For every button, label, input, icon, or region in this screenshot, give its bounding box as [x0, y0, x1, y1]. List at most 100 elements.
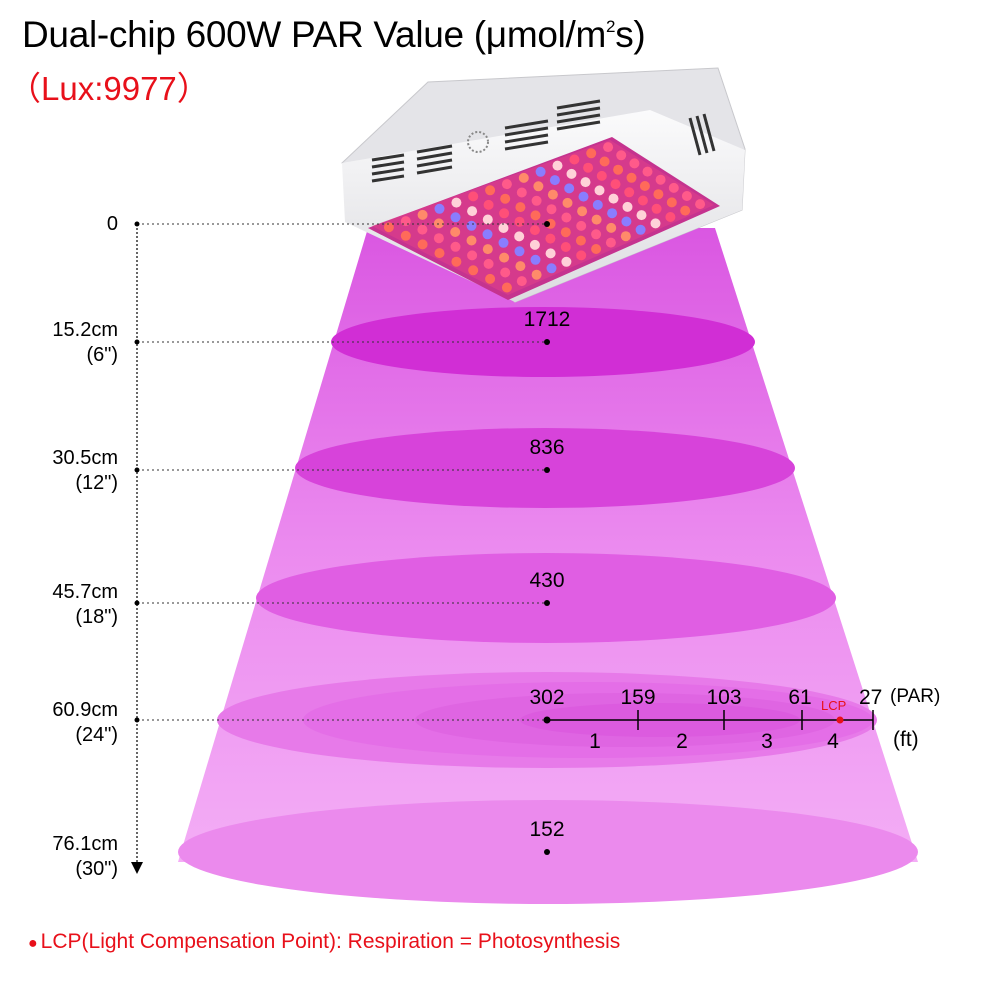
led-dot	[576, 250, 587, 261]
led-dot	[533, 181, 544, 192]
led-dot	[562, 197, 573, 208]
led-dot	[482, 229, 493, 240]
led-dot	[546, 204, 557, 215]
led-dot	[482, 214, 493, 225]
led-dot	[560, 227, 571, 238]
led-dot	[451, 197, 462, 208]
led-dot	[530, 210, 541, 221]
led-dot	[546, 263, 557, 274]
depth-axis-arrow	[131, 862, 143, 874]
par-value-6in: 1712	[523, 308, 571, 331]
led-dot	[485, 185, 496, 196]
page-title: Dual-chip 600W PAR Value (μmol/m2s)	[22, 14, 646, 55]
led-dot	[560, 242, 571, 252]
led-dot	[624, 187, 635, 198]
led-dot	[417, 239, 428, 250]
led-dot	[483, 199, 494, 210]
led-dot	[599, 156, 610, 167]
led-dot	[400, 230, 411, 241]
par-value-4ft: 27	[859, 686, 883, 709]
led-dot	[665, 212, 676, 222]
led-dot	[668, 182, 679, 193]
led-dot	[516, 276, 527, 287]
led-dot	[592, 199, 603, 210]
depth-label-24in: 60.9cm (24")	[52, 699, 118, 746]
led-dot	[547, 189, 558, 200]
legend-bullet: ●	[28, 935, 38, 952]
led-dot	[529, 239, 540, 250]
lcp-marker-dot	[836, 716, 844, 724]
par-value-12in: 836	[529, 436, 565, 459]
led-dot	[468, 191, 479, 202]
led-dot	[594, 185, 605, 196]
led-dot	[583, 162, 594, 173]
led-dot	[530, 254, 541, 265]
led-dot	[651, 203, 662, 214]
led-dot	[383, 222, 394, 233]
depth-label-18in: 45.7cm (18")	[52, 581, 118, 628]
led-dot	[531, 269, 542, 280]
led-dot	[580, 177, 591, 188]
par-value-3ft: 61	[788, 686, 812, 709]
depth-guides	[137, 223, 546, 721]
led-dot	[591, 214, 602, 225]
led-dot	[605, 237, 616, 248]
ft-tick-3: 3	[761, 730, 773, 753]
led-dot	[681, 191, 692, 201]
led-dot	[655, 174, 666, 185]
lcp-label: LCP	[821, 698, 847, 713]
led-dot	[498, 223, 509, 233]
ft-tick-4: 4	[827, 730, 839, 753]
legend-text: LCP(Light Compensation Point): Respirati…	[40, 930, 621, 953]
led-dot	[606, 222, 617, 233]
led-dot	[620, 231, 631, 242]
led-dot	[591, 244, 602, 254]
led-dot	[635, 224, 646, 235]
led-dot	[637, 195, 648, 206]
led-dot	[499, 208, 510, 219]
led-dot	[500, 193, 511, 204]
lcp-legend: ● LCP(Light Compensation Point): Respirat…	[28, 930, 620, 954]
led-dot	[545, 248, 556, 259]
led-dot	[577, 206, 588, 217]
led-dot	[591, 229, 602, 240]
led-dot	[529, 225, 540, 236]
led-dot	[566, 168, 577, 179]
led-dot	[450, 227, 461, 237]
led-dot	[639, 181, 650, 191]
led-dot	[575, 235, 586, 246]
led-dot	[535, 166, 546, 177]
led-dot	[610, 179, 621, 190]
led-dot	[514, 216, 525, 227]
led-dot	[545, 233, 556, 244]
led-dot	[613, 164, 624, 175]
led-dot	[434, 248, 445, 259]
led-dot	[400, 216, 411, 227]
led-dot	[450, 212, 461, 223]
led-dot	[434, 203, 445, 214]
led-dot	[501, 282, 512, 293]
led-dot	[498, 237, 509, 248]
led-dot	[515, 261, 526, 272]
ft-unit-label: (ft)	[893, 728, 919, 751]
led-dot	[514, 231, 525, 242]
led-dot	[466, 235, 477, 246]
led-dot	[468, 265, 479, 276]
led-dot	[515, 202, 526, 213]
led-dot	[467, 250, 478, 261]
led-dot	[616, 150, 627, 161]
led-dot	[501, 179, 512, 190]
led-dot	[607, 208, 618, 219]
depth-label-0: 0	[106, 213, 118, 235]
par-value-1ft: 159	[620, 686, 656, 709]
led-dot	[531, 195, 542, 206]
led-dot	[466, 220, 477, 231]
led-dot	[608, 193, 619, 204]
led-dot	[514, 246, 525, 257]
led-dot	[636, 210, 647, 221]
led-dot	[666, 197, 677, 208]
led-dot	[626, 172, 637, 183]
led-dot	[561, 256, 572, 267]
